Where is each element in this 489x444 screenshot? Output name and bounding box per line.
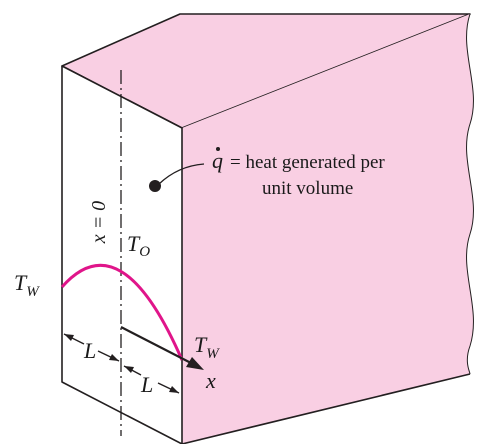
slab-bottom-edge — [181, 373, 471, 444]
temperature-profile-curve — [60, 263, 184, 361]
center-temperature-label: TO — [127, 231, 150, 260]
slab-front-face — [61, 65, 183, 444]
dimension-arrowhead-left-b — [109, 354, 119, 361]
heat-generation-text-line1: = heat generated per — [230, 152, 385, 173]
slab-wavy-edge — [466, 13, 474, 375]
half-thickness-label-right: L — [140, 372, 153, 397]
heat-generation-text-line2: unit volume — [262, 178, 353, 199]
x-axis-arrowhead — [186, 357, 204, 370]
half-thickness-label-left: L — [83, 338, 96, 363]
x-axis-label: x — [205, 368, 216, 393]
heat-generation-dot-accent — [216, 147, 220, 151]
wall-temperature-right-label: TW — [194, 332, 220, 362]
heat-source-dot — [149, 180, 161, 192]
wall-temperature-left-main: T — [14, 270, 28, 295]
dimension-arrowhead-right-b — [169, 386, 179, 393]
heat-generation-symbol: q — [212, 148, 223, 173]
center-temperature-main: T — [127, 231, 141, 256]
slab-side-face — [182, 14, 474, 444]
centerline-label: x = 0 — [88, 201, 110, 244]
wall-temperature-right-sub: W — [206, 346, 220, 362]
x-axis-line — [120, 326, 192, 364]
wall-temperature-left-sub: W — [26, 284, 40, 300]
heat-source-leader — [158, 163, 205, 185]
wall-temperature-right-main: T — [194, 332, 208, 357]
dimension-arrowhead-right-a — [124, 366, 134, 373]
wall-temperature-left-label: TW — [14, 270, 40, 300]
dimension-arrowhead-left-a — [64, 334, 74, 341]
center-temperature-sub: O — [139, 244, 150, 260]
